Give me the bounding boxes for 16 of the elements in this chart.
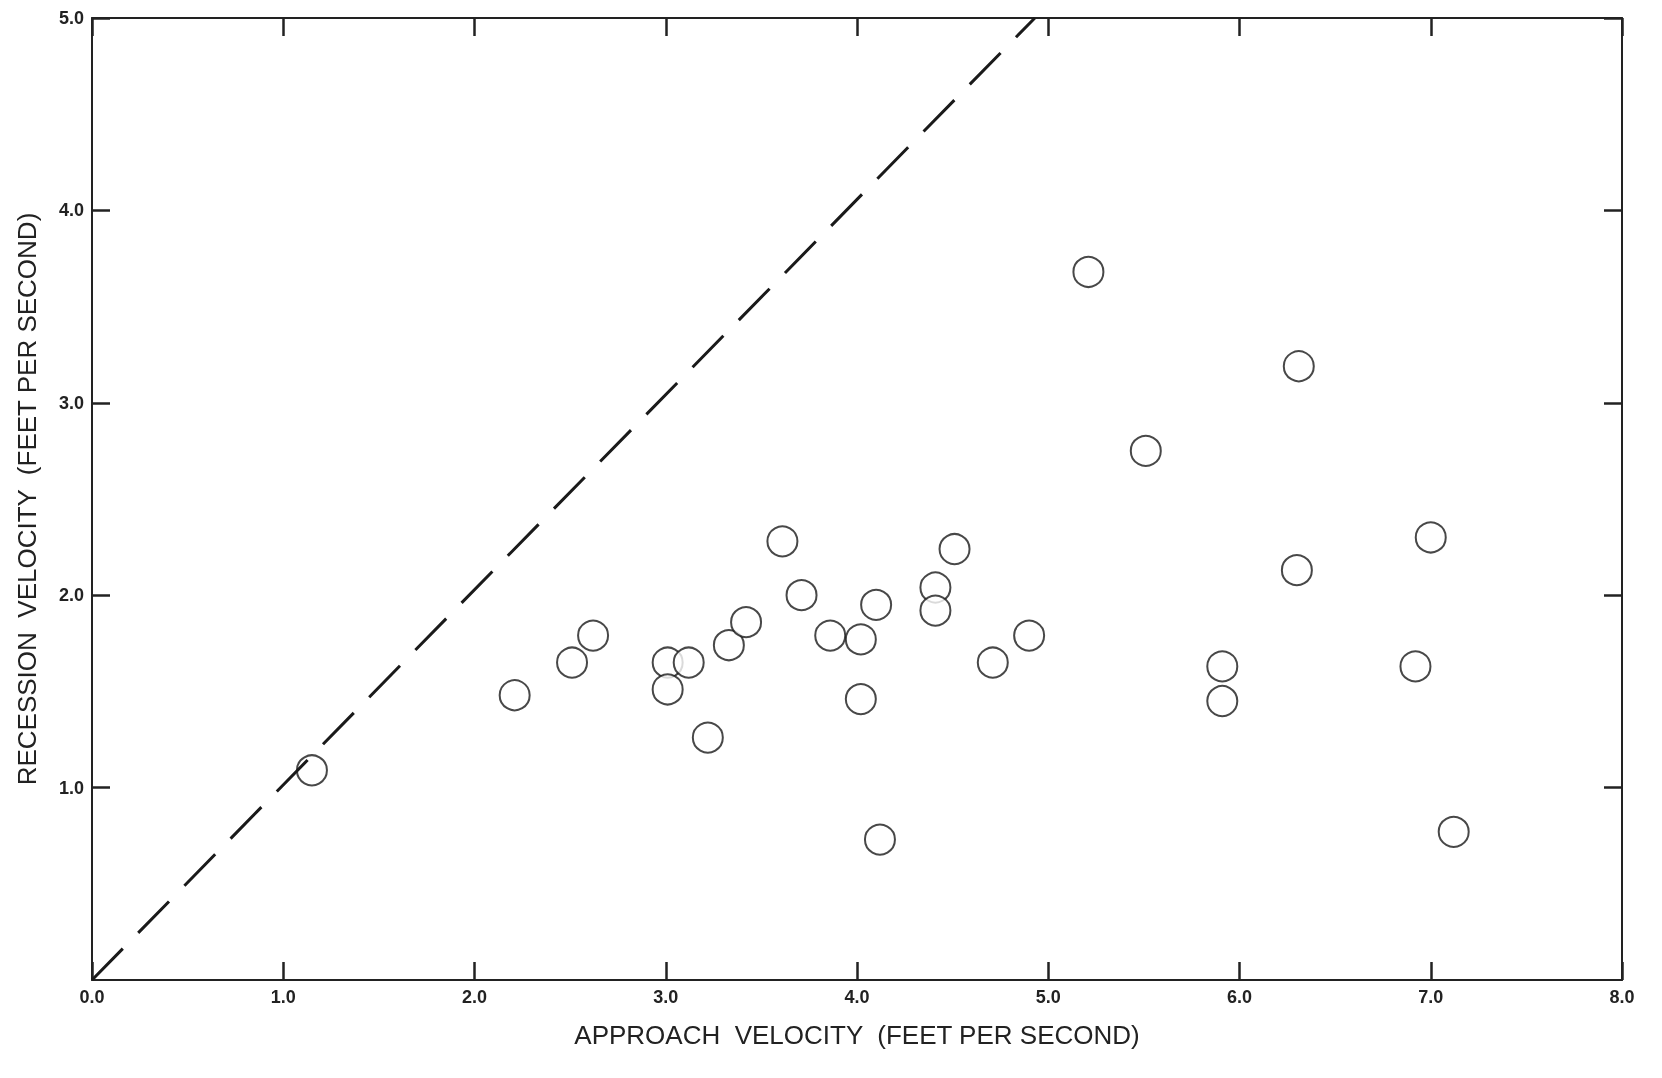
- y-tick-label: 5.0: [58, 8, 84, 28]
- x-tick-label: 8.0: [1609, 987, 1635, 1007]
- x-tick-label: 6.0: [1226, 987, 1253, 1007]
- y-axis-title: RECESSION VELOCITY (FEET PER SECOND): [12, 212, 42, 786]
- x-tick-label: 4.0: [844, 987, 870, 1007]
- y-tick-label: 3.0: [58, 392, 84, 413]
- y-tick-label: 1.0: [58, 777, 84, 798]
- x-tick-label: 1.0: [270, 987, 296, 1007]
- x-tick-label: 7.0: [1418, 987, 1444, 1007]
- x-axis-title: APPROACH VELOCITY (FEET PER SECOND): [574, 1020, 1140, 1050]
- x-tick-label: 5.0: [1035, 987, 1061, 1007]
- x-tick-label: 0.0: [79, 987, 105, 1007]
- x-tick-label: 2.0: [461, 987, 488, 1007]
- y-tick-label: 4.0: [58, 200, 84, 221]
- x-tick-label: 3.0: [653, 987, 679, 1007]
- y-tick-label: 2.0: [58, 585, 84, 606]
